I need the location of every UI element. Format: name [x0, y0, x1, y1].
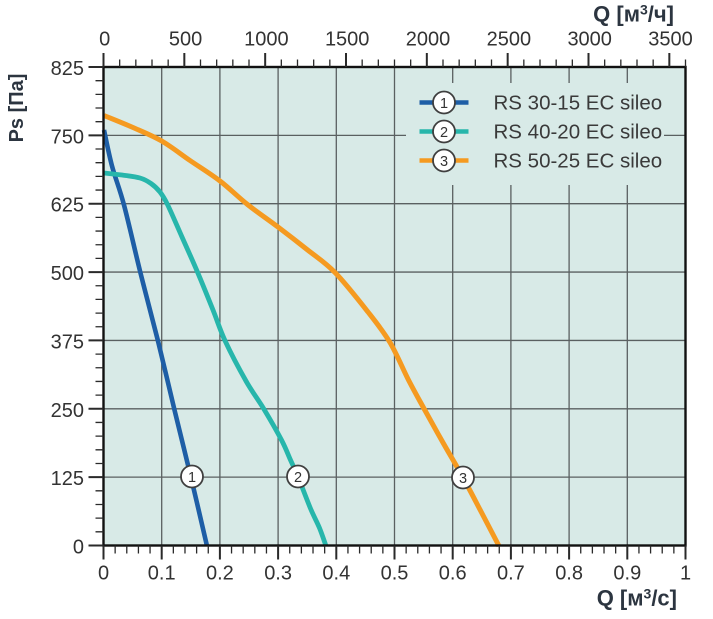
svg-text:Q [м3/ч]: Q [м3/ч]: [593, 2, 674, 27]
svg-text:0.3: 0.3: [264, 563, 292, 585]
svg-text:3: 3: [459, 471, 467, 487]
svg-text:500: 500: [51, 263, 84, 285]
svg-text:RS 30-15 EC sileo: RS 30-15 EC sileo: [494, 92, 663, 115]
svg-text:0.1: 0.1: [148, 563, 176, 585]
svg-text:0: 0: [98, 563, 109, 585]
svg-text:3500: 3500: [648, 29, 693, 51]
svg-text:3: 3: [440, 154, 448, 170]
svg-text:3000: 3000: [567, 29, 612, 51]
svg-text:RS 50-25 EC sileo: RS 50-25 EC sileo: [494, 150, 663, 173]
svg-text:825: 825: [51, 58, 84, 80]
svg-text:1000: 1000: [244, 29, 289, 51]
svg-text:0: 0: [73, 537, 84, 559]
svg-text:2500: 2500: [487, 29, 532, 51]
svg-text:0.7: 0.7: [497, 563, 525, 585]
svg-text:0.9: 0.9: [613, 563, 641, 585]
svg-text:0.5: 0.5: [381, 563, 409, 585]
svg-text:2: 2: [294, 470, 302, 486]
svg-text:375: 375: [51, 331, 84, 353]
svg-text:1: 1: [188, 470, 196, 486]
svg-text:2: 2: [440, 125, 448, 141]
svg-text:RS 40-20 EC sileo: RS 40-20 EC sileo: [494, 121, 663, 144]
svg-text:750: 750: [51, 126, 84, 148]
svg-text:0.4: 0.4: [322, 563, 350, 585]
svg-text:2000: 2000: [406, 29, 451, 51]
svg-text:625: 625: [51, 195, 84, 217]
svg-text:0.6: 0.6: [439, 563, 467, 585]
svg-text:0.2: 0.2: [206, 563, 234, 585]
svg-text:Ps [Па]: Ps [Па]: [6, 74, 28, 143]
svg-text:0.8: 0.8: [555, 563, 583, 585]
svg-text:0: 0: [99, 29, 110, 51]
svg-text:500: 500: [169, 29, 202, 51]
svg-text:250: 250: [51, 400, 84, 422]
svg-text:1500: 1500: [325, 29, 370, 51]
svg-text:1: 1: [680, 563, 691, 585]
svg-text:125: 125: [51, 468, 84, 490]
svg-text:Q [м3/с]: Q [м3/с]: [597, 586, 677, 611]
svg-text:1: 1: [440, 96, 448, 112]
